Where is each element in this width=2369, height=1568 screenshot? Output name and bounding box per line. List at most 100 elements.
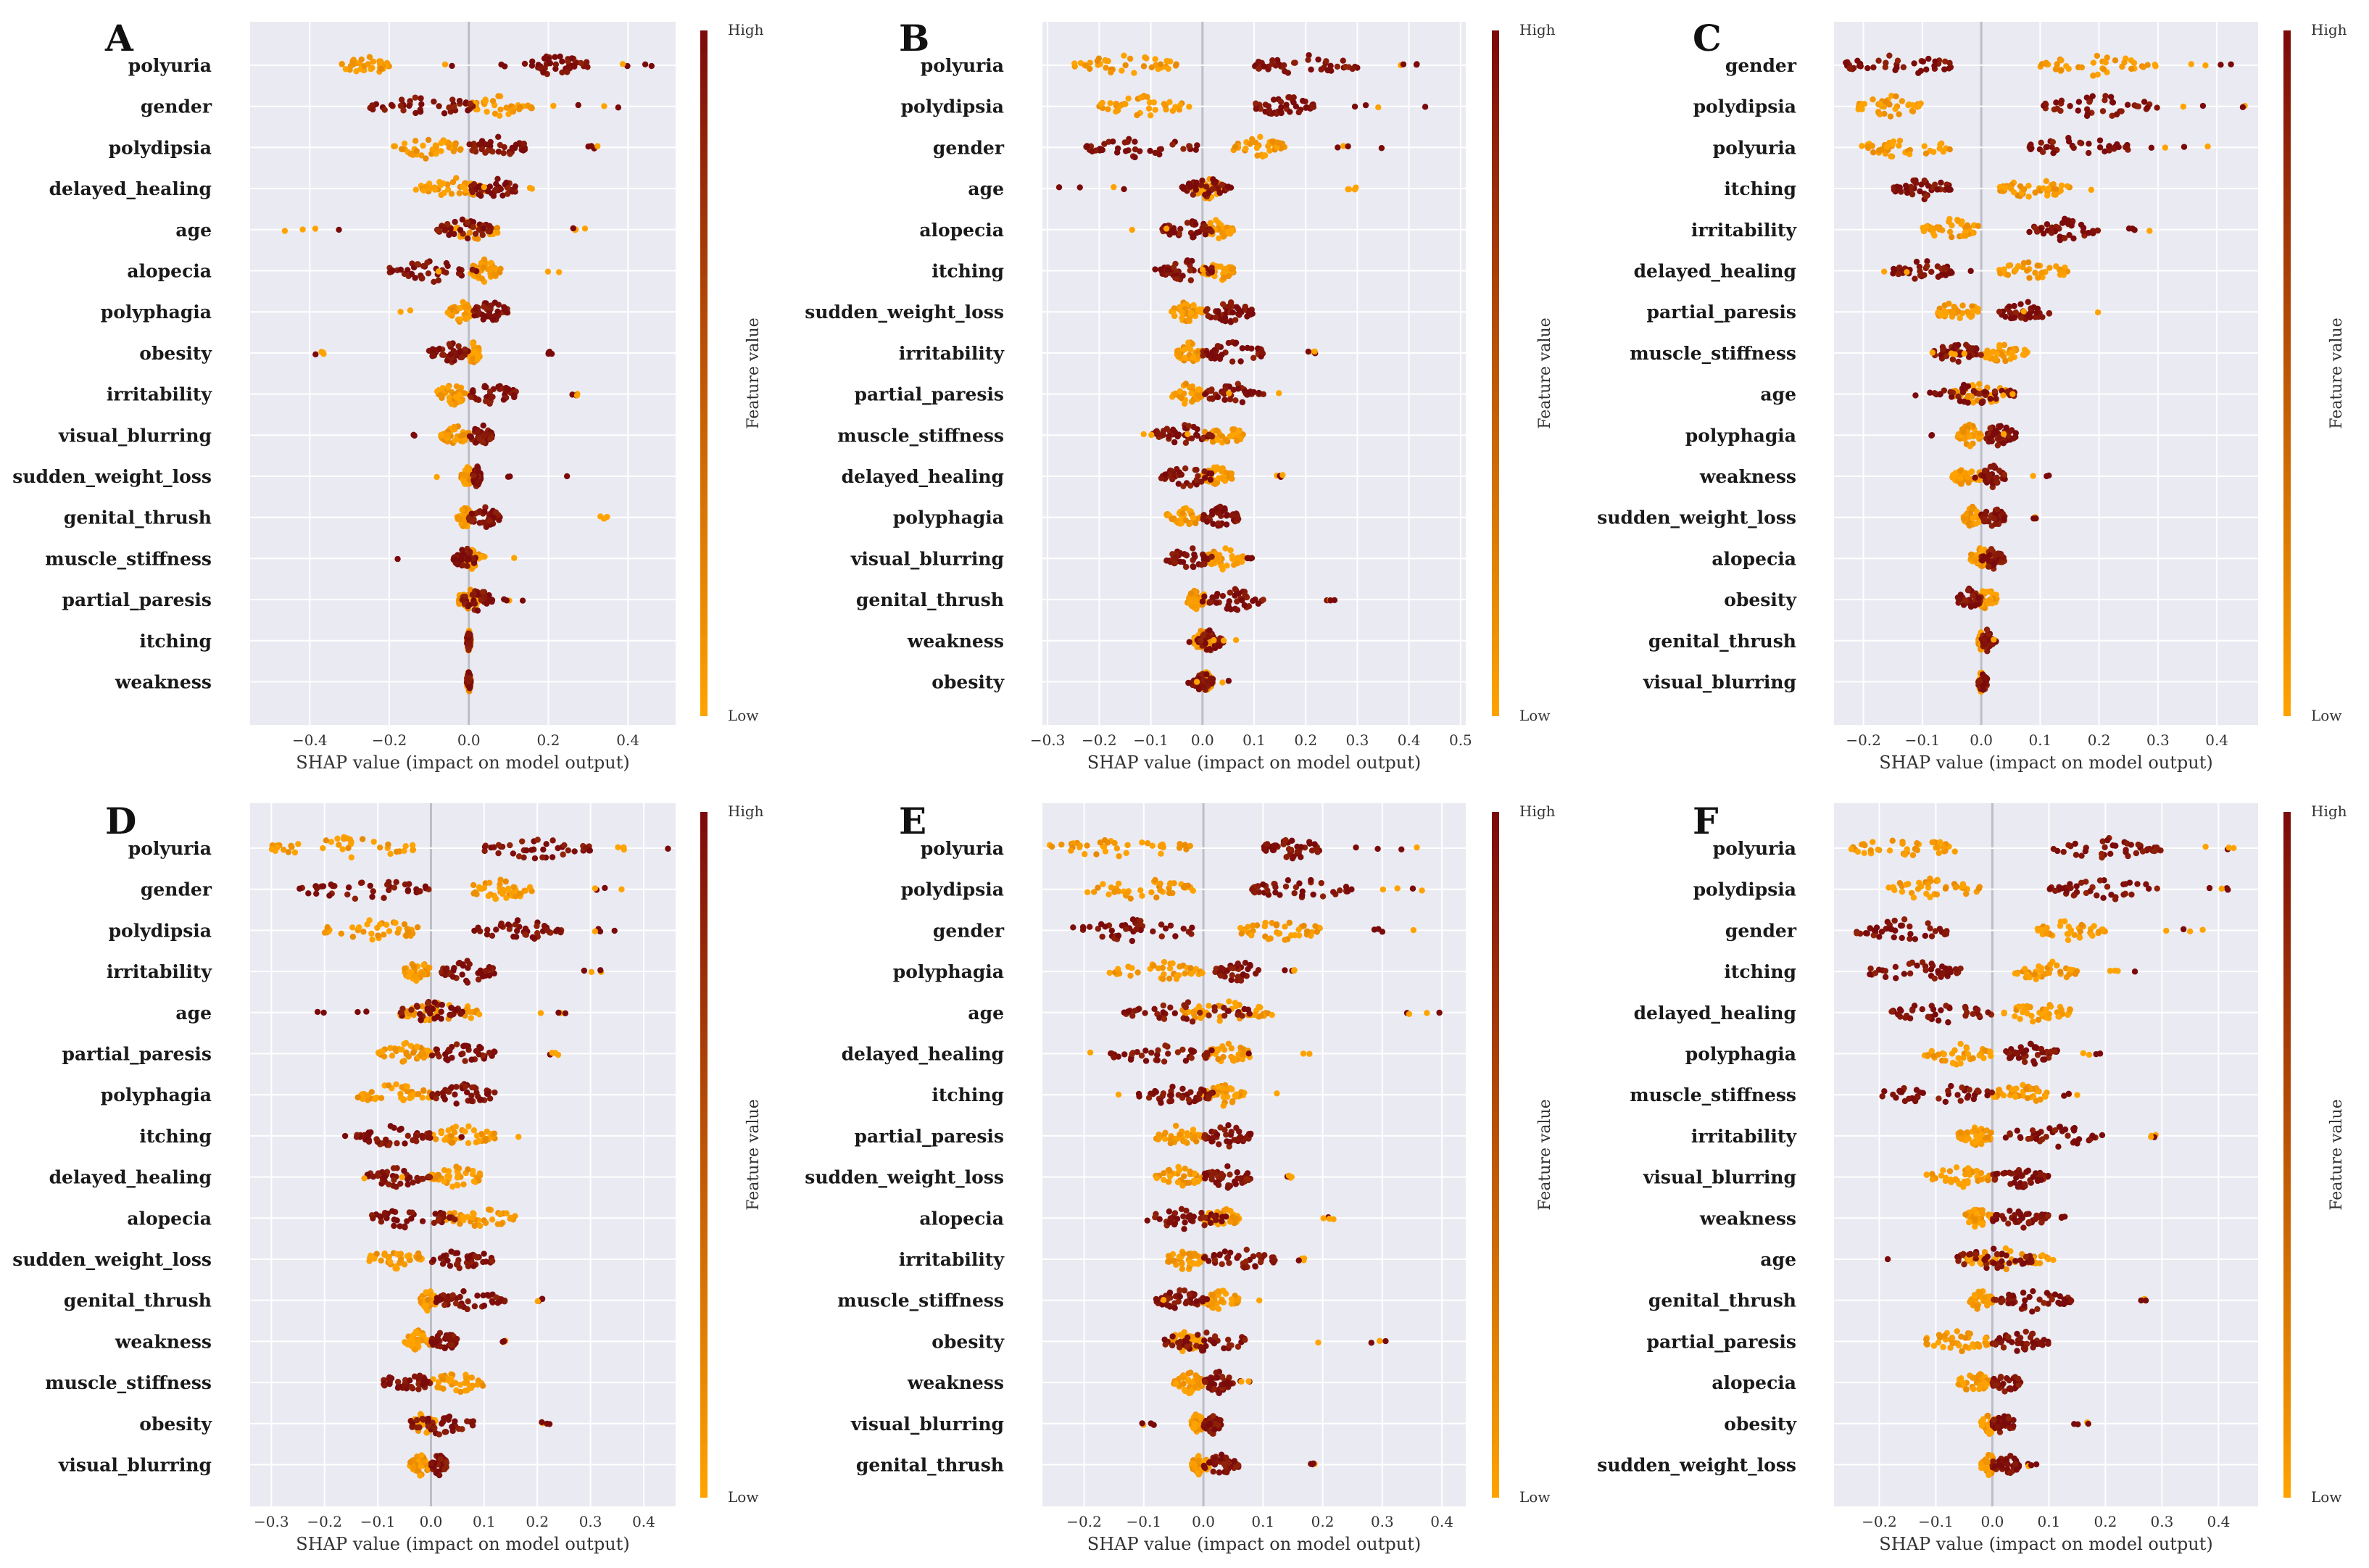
shap-point [1958,481,1965,487]
shap-point [344,835,351,842]
shap-point [488,302,494,309]
shap-point [418,95,424,101]
shap-point [2078,64,2086,71]
feature-label-polyphagia: polyphagia [101,1084,212,1106]
shap-point [486,879,493,887]
shap-point [1089,148,1095,155]
shap-point [470,223,476,231]
shap-point [1986,471,1993,478]
shap-point [1225,183,1232,190]
shap-point [1975,595,1982,602]
shap-point [486,436,494,442]
shap-point [488,260,494,266]
feature-label-polyphagia: polyphagia [893,507,1004,528]
shap-point [289,844,295,850]
shap-point [1179,310,1185,316]
x-tick-label: 0.2 [526,1513,549,1530]
colorbar-title: Feature value [744,318,763,429]
shap-point [1220,637,1227,644]
shap-point [1171,560,1179,566]
shap-point [1198,308,1204,315]
shap-point [1882,64,1888,70]
shap-point [615,104,622,111]
x-tick-label: −0.1 [1905,731,1941,749]
shap-point [438,1016,444,1022]
plot-background [250,22,676,725]
shap-point [369,893,376,900]
shap-point [1182,439,1190,447]
shap-point [1941,66,1948,72]
shap-point [420,962,427,968]
shap-point [378,1095,385,1101]
shap-point [1107,100,1113,107]
shap-point [2075,107,2081,114]
shap-point [338,930,345,937]
shap-point [453,1163,460,1170]
shap-point [461,436,468,443]
shap-point [441,61,449,68]
shap-point [441,138,447,144]
shap-point [455,343,462,349]
plot-background [250,803,676,1506]
shap-point [1877,111,1883,117]
shap-point [1918,181,1925,188]
shap-point [466,229,473,236]
shap-point [1152,266,1158,273]
shap-point [1980,553,1987,560]
shap-point [484,931,491,938]
shap-point [555,1009,562,1016]
shap-point [2053,99,2059,106]
shap-point [1990,431,1996,439]
shap-point [1947,389,1954,396]
colorbar [700,30,708,716]
x-tick-label: 0.3 [1346,731,1369,749]
shap-point [1334,63,1341,70]
shap-point [1292,59,1298,66]
shap-point [615,844,621,851]
shap-point [2146,228,2153,234]
shap-point [462,1058,468,1064]
shap-point [2112,57,2119,64]
shap-point [438,1008,444,1015]
shap-point [1190,191,1197,198]
shap-point [2065,138,2073,145]
shap-point [431,186,439,193]
shap-point [440,352,447,359]
feature-label-sudden-weight-loss: sudden_weight_loss [12,466,212,487]
shap-point [1227,547,1234,554]
shap-point [1242,145,1249,152]
shap-point [410,1050,417,1056]
shap-point [1972,557,1979,564]
shap-point [358,56,365,63]
feature-label-gender: gender [141,879,212,900]
shap-point [468,183,475,190]
shap-point [1256,65,1262,72]
shap-point [462,187,469,194]
shap-point [1955,341,1962,349]
shap-point [412,138,419,144]
shap-point [497,112,503,119]
shap-point [1946,146,1953,153]
shap-point [545,350,552,357]
shap-point [1335,144,1341,151]
shap-point [1318,66,1324,72]
shap-point [444,186,452,193]
shap-point [465,556,472,563]
shap-point [1218,466,1224,473]
shap-point [2009,435,2017,442]
shap-point [1164,266,1171,273]
shap-point [1935,273,1941,281]
shap-point [1190,545,1196,552]
shap-point [1071,60,1078,67]
shap-point [565,64,573,71]
shap-point [481,256,488,263]
shap-point [1957,475,1964,482]
shap-point [1986,597,1993,604]
shap-point [467,549,473,555]
shap-point [2020,308,2027,315]
shap-point [443,1055,450,1062]
shap-point [471,600,478,607]
shap-point [447,1048,453,1054]
shap-point [2217,62,2224,68]
shap-point [1877,101,1883,107]
